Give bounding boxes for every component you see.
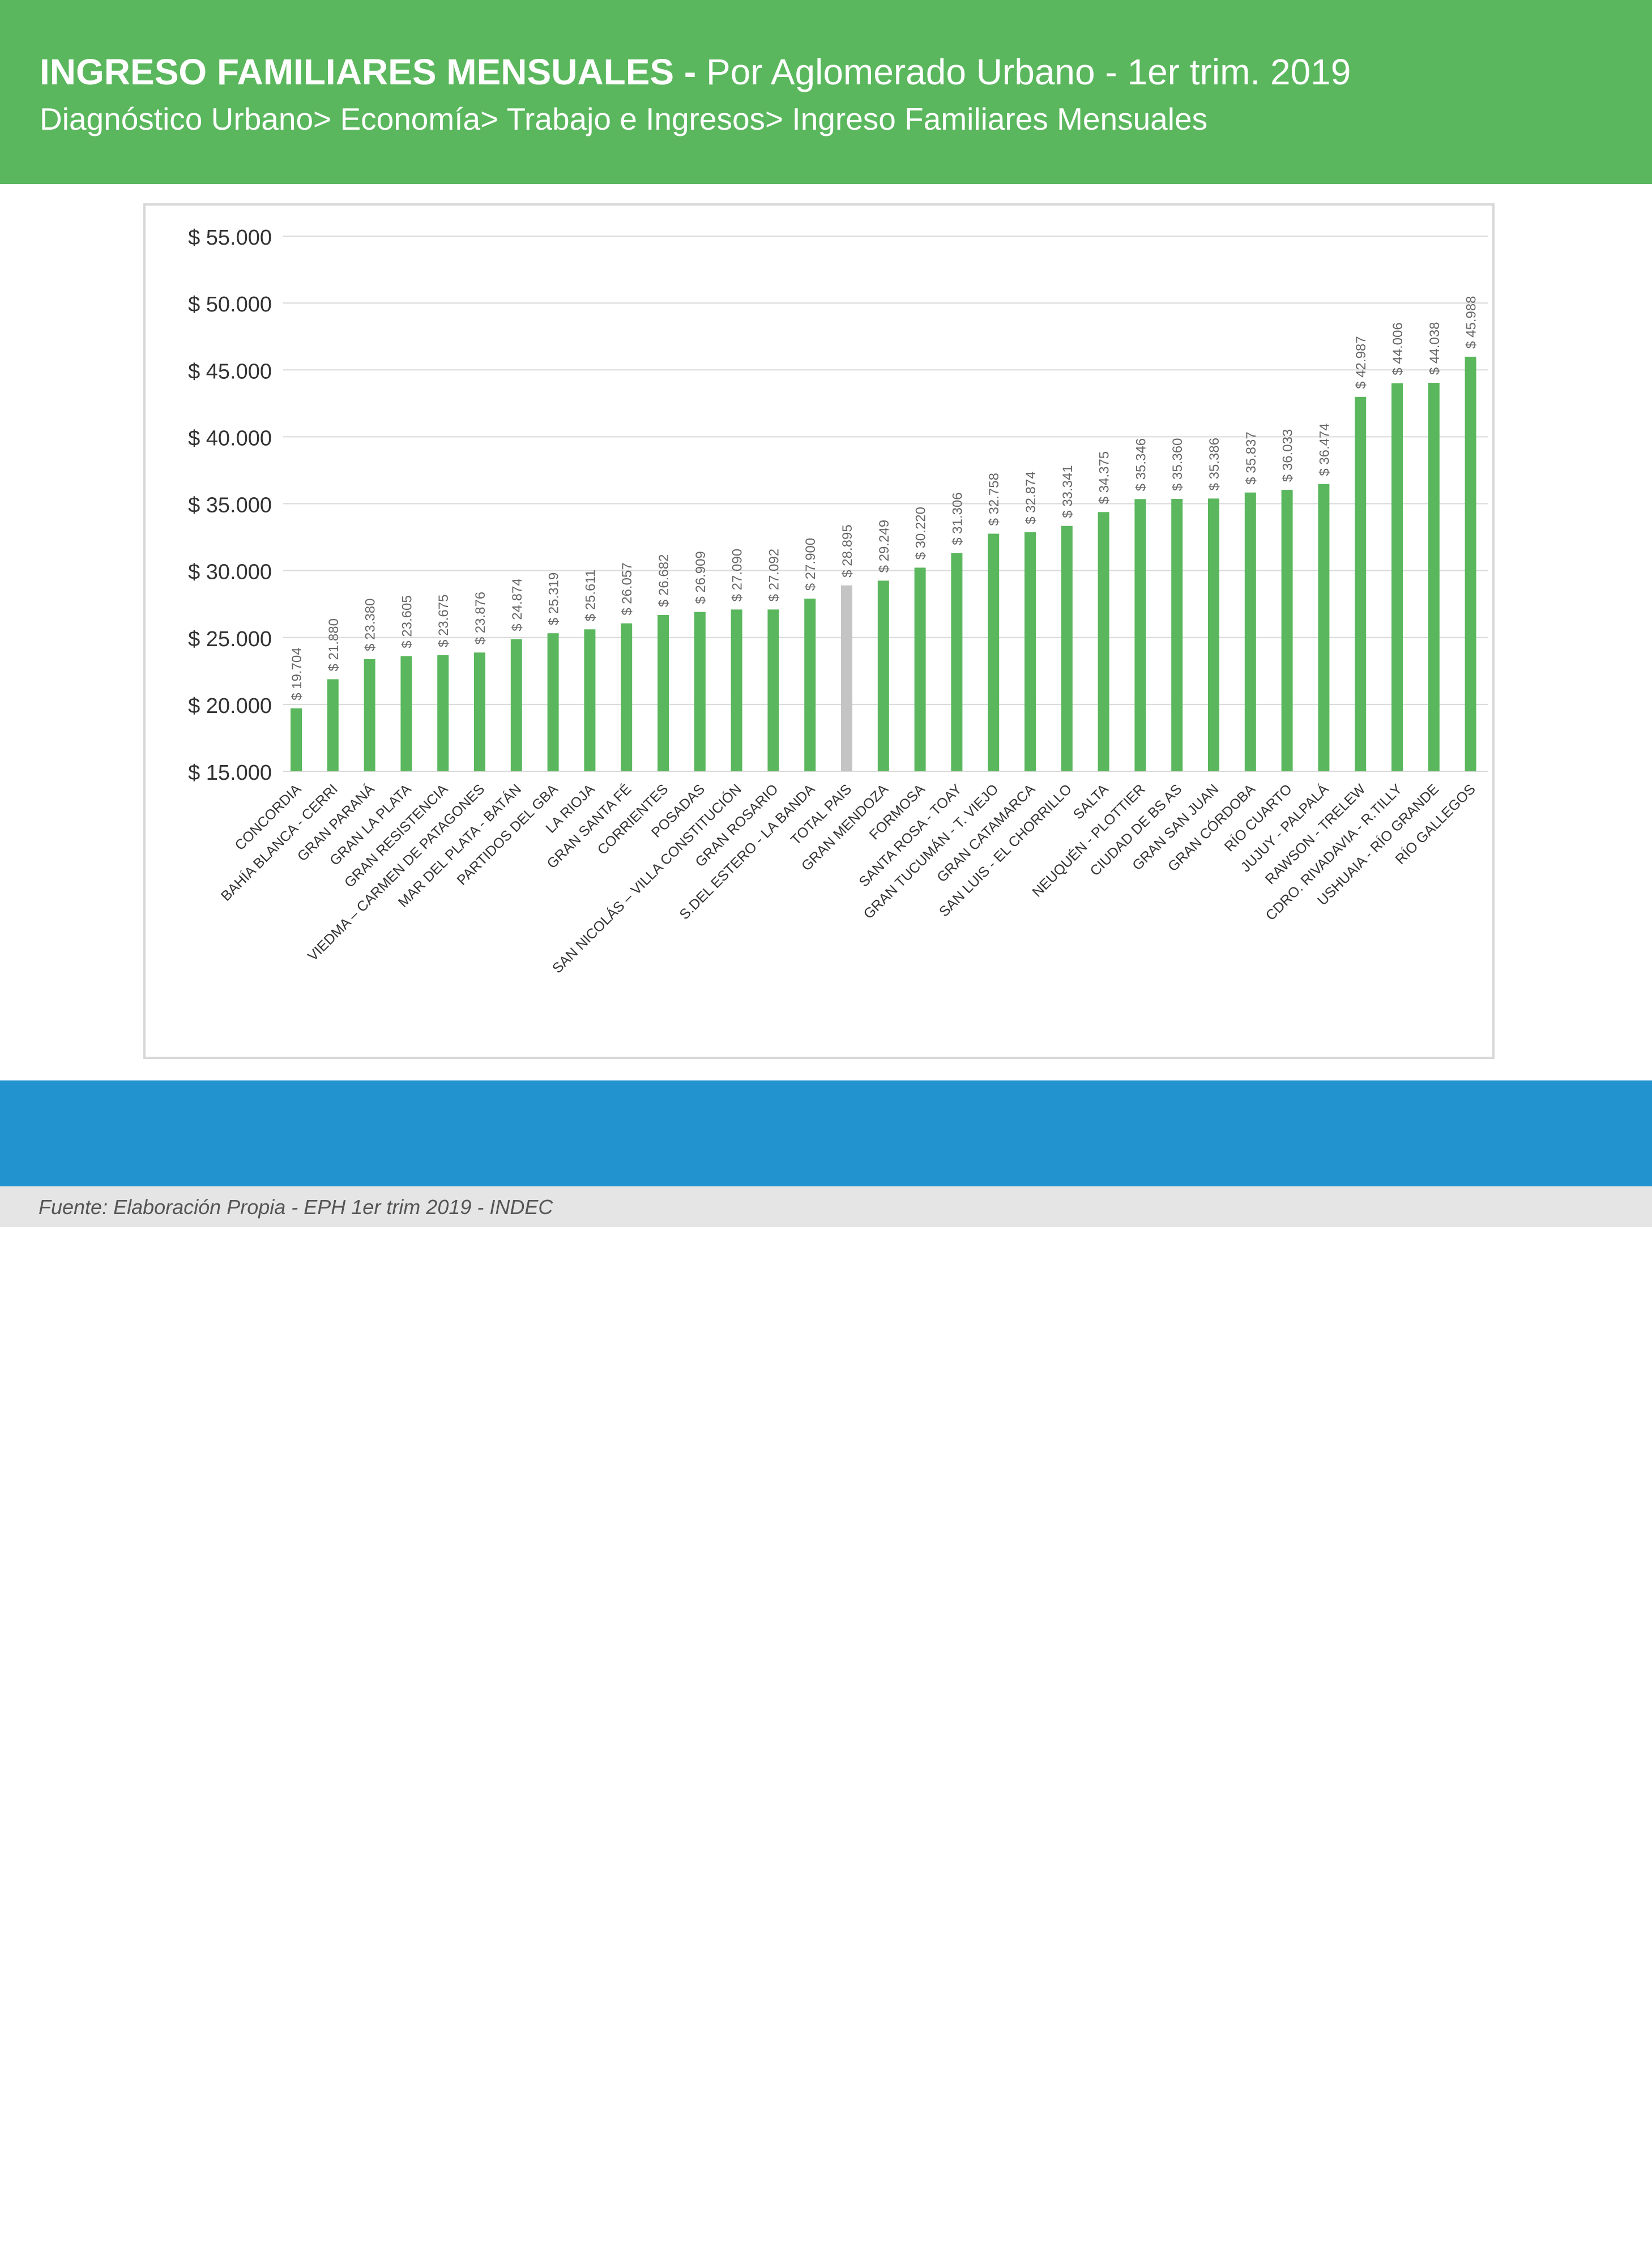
bar xyxy=(1391,383,1403,771)
value-label: $ 30.220 xyxy=(913,507,929,559)
y-tick-label: $ 55.000 xyxy=(188,226,272,250)
ministry-text: Ministerio del Interior, Obras Públicas y… xyxy=(1470,2198,1569,2219)
bar xyxy=(731,609,742,771)
shield-icon xyxy=(1440,2200,1459,2225)
bar xyxy=(1281,490,1293,771)
value-label: $ 35.346 xyxy=(1133,438,1149,491)
value-label: $ 32.874 xyxy=(1023,471,1039,524)
value-label: $ 35.386 xyxy=(1207,438,1222,490)
value-label: $ 26.909 xyxy=(693,551,708,604)
observatorio-logo: OBSERVATORIO FEDERAL URBANO xyxy=(1291,2185,1416,2247)
value-label: $ 19.704 xyxy=(289,647,305,700)
value-label: $ 32.758 xyxy=(987,473,1002,526)
y-tick-label: $ 20.000 xyxy=(188,694,272,718)
ministry-line-1: Ministerio del Interior, xyxy=(1470,2198,1551,2208)
bar xyxy=(1208,498,1219,771)
bar xyxy=(584,629,596,771)
value-label: $ 28.895 xyxy=(840,524,855,577)
page-title: INGRESO FAMILIARES MENSUALES - Por Aglom… xyxy=(40,51,1351,93)
bar xyxy=(1465,356,1476,771)
government-logo: Ministerio del Interior, Obras Públicas y… xyxy=(1438,2193,1631,2239)
bar xyxy=(1355,396,1367,771)
value-label: $ 26.682 xyxy=(656,554,672,607)
y-tick-label: $ 40.000 xyxy=(188,426,272,450)
chart-frame xyxy=(143,203,1495,1059)
value-label: $ 35.837 xyxy=(1244,432,1259,484)
value-label: $ 23.876 xyxy=(473,592,488,644)
value-label: $ 27.092 xyxy=(766,549,782,601)
bar xyxy=(1318,484,1330,771)
breadcrumb: Diagnóstico Urbano> Economía> Trabajo e … xyxy=(40,101,1208,136)
source-bar: Fuente: Elaboración Propia - EPH 1er tri… xyxy=(0,1186,1652,1227)
value-label: $ 44.006 xyxy=(1390,322,1406,375)
bar-chart: $ 15.000 $ 20.000 $ 25.000 $ 30.000 $ 35.000… xyxy=(188,226,1488,977)
ministry-line-2: Obras Públicas y Vivienda xyxy=(1470,2209,1569,2219)
bar xyxy=(914,567,926,771)
value-label: $ 25.611 xyxy=(583,570,598,622)
bar xyxy=(767,609,779,771)
value-label: $ 23.675 xyxy=(436,595,451,647)
y-axis-ticks: $ 15.000 $ 20.000 $ 25.000 $ 30.000 $ 35.000… xyxy=(188,226,272,785)
value-label: $ 31.306 xyxy=(950,492,965,545)
value-label: $ 29.249 xyxy=(877,520,892,573)
bar xyxy=(694,612,706,771)
value-label: $ 35.360 xyxy=(1170,438,1185,491)
footer-band: OBSERVATORIO FEDERAL URBANO Ministerio d… xyxy=(0,1080,1652,2243)
bar xyxy=(1134,499,1146,771)
bar xyxy=(621,623,633,771)
value-label: $ 24.874 xyxy=(510,578,525,631)
bar xyxy=(1061,526,1073,771)
value-label: $ 21.880 xyxy=(326,618,342,671)
dots-icon xyxy=(1292,2190,1307,2243)
bar xyxy=(474,652,485,771)
value-label: $ 33.341 xyxy=(1060,465,1075,518)
value-label: $ 36.033 xyxy=(1280,429,1296,482)
presidency-text: Presidencia de la Nación xyxy=(1470,2219,1610,2232)
bars xyxy=(291,356,1476,771)
bar xyxy=(1428,382,1440,771)
bar xyxy=(327,679,339,771)
bar xyxy=(658,615,669,771)
bar xyxy=(804,599,816,771)
bar xyxy=(1098,512,1109,771)
bar xyxy=(841,585,852,771)
title-bold: INGRESO FAMILIARES MENSUALES - xyxy=(40,52,706,92)
bar xyxy=(291,708,302,771)
title-subtitle: Por Aglomerado Urbano - 1er trim. 2019 xyxy=(706,52,1351,92)
header-band: INGRESO FAMILIARES MENSUALES - Por Aglom… xyxy=(0,0,1652,184)
value-label: $ 42.987 xyxy=(1354,336,1369,388)
value-label: $ 36.474 xyxy=(1317,423,1332,476)
bar xyxy=(951,553,963,771)
value-label: $ 26.057 xyxy=(620,562,635,615)
value-label: $ 27.900 xyxy=(803,538,818,591)
bar xyxy=(877,580,889,771)
y-tick-label: $ 50.000 xyxy=(188,293,272,317)
value-label: $ 44.038 xyxy=(1427,322,1442,375)
y-tick-label: $ 30.000 xyxy=(188,561,272,584)
y-tick-label: $ 45.000 xyxy=(188,360,272,383)
value-label: $ 25.319 xyxy=(547,573,562,625)
source-note: Fuente: Elaboración Propia - EPH 1er tri… xyxy=(39,1195,553,1219)
bar xyxy=(547,633,559,771)
y-tick-label: $ 15.000 xyxy=(188,761,272,785)
value-label: $ 23.605 xyxy=(399,595,415,648)
bar xyxy=(1171,498,1183,771)
value-label: $ 27.090 xyxy=(730,549,745,601)
bar xyxy=(988,533,1000,771)
bar xyxy=(437,655,449,771)
bar xyxy=(364,659,375,771)
bar xyxy=(400,656,412,771)
y-tick-label: $ 35.000 xyxy=(188,494,272,518)
bar xyxy=(1025,532,1036,771)
bar xyxy=(510,639,522,771)
value-labels: $ 19.704 $ 21.880 $ 23.380 $ 23.605 $ 23.675… xyxy=(289,296,1479,700)
observatorio-logo-text: OBSERVATORIO FEDERAL URBANO xyxy=(1316,2198,1413,2232)
bar xyxy=(1244,492,1256,771)
value-label: $ 45.988 xyxy=(1464,296,1479,348)
value-label: $ 23.380 xyxy=(363,599,378,651)
value-label: $ 34.375 xyxy=(1097,451,1112,504)
y-tick-label: $ 25.000 xyxy=(188,627,272,651)
